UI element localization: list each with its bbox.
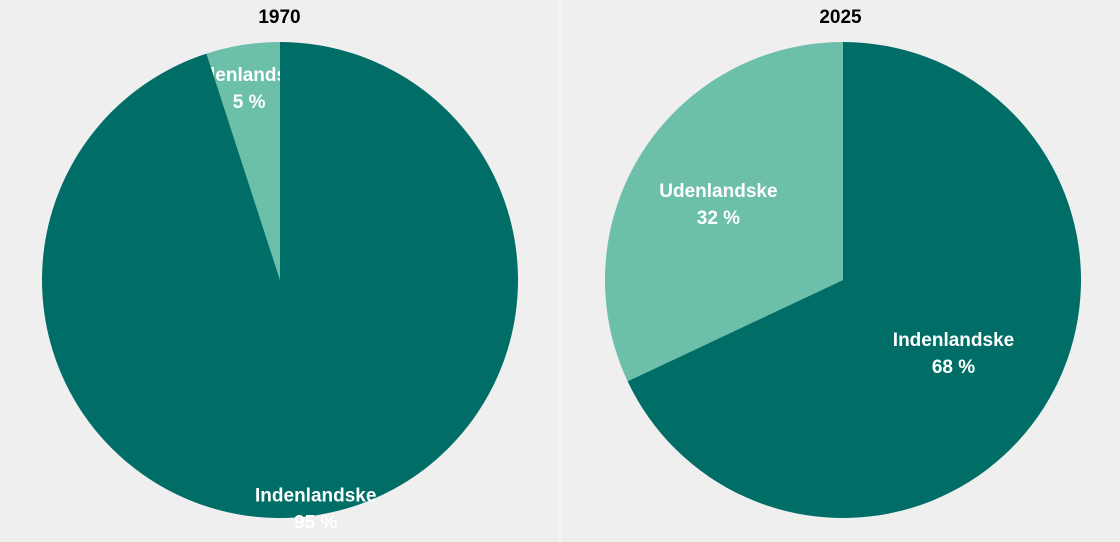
pie-chart-2025: Udenlandske 32 % Indenlandske 68 % [605,42,1081,518]
slice-label-udenlandske: Udenlandske [190,65,308,86]
slice-value-udenlandske: 32 % [697,208,740,229]
pie-slice-indenlandske [627,42,1081,518]
slice-value-udenlandske: 5 % [233,92,266,113]
slice-label-indenlandske: Indenlandske [255,486,376,507]
pie-chart-1970: Udenlandske 5 % Indenlandske 95 % [41,42,518,534]
slice-value-indenlandske: 68 % [932,357,975,378]
pie-panel-1970: 1970 Udenlandske 5 % Indenlandske 95 % [0,0,559,542]
slice-label-udenlandske: Udenlandske [659,181,777,202]
pie-panel-2025: 2025 Udenlandske 32 % Indenlandske 68 % [561,0,1120,542]
panel-divider [559,0,561,542]
chart-title-1970: 1970 [258,7,301,28]
pie-slice-udenlandske [605,42,843,382]
slice-value-indenlandske: 95 % [294,513,337,534]
slice-label-indenlandske: Indenlandske [893,330,1014,351]
chart-title-2025: 2025 [819,7,862,28]
pie-slice-indenlandske [41,42,518,518]
pie-slice-udenlandske [206,42,280,280]
